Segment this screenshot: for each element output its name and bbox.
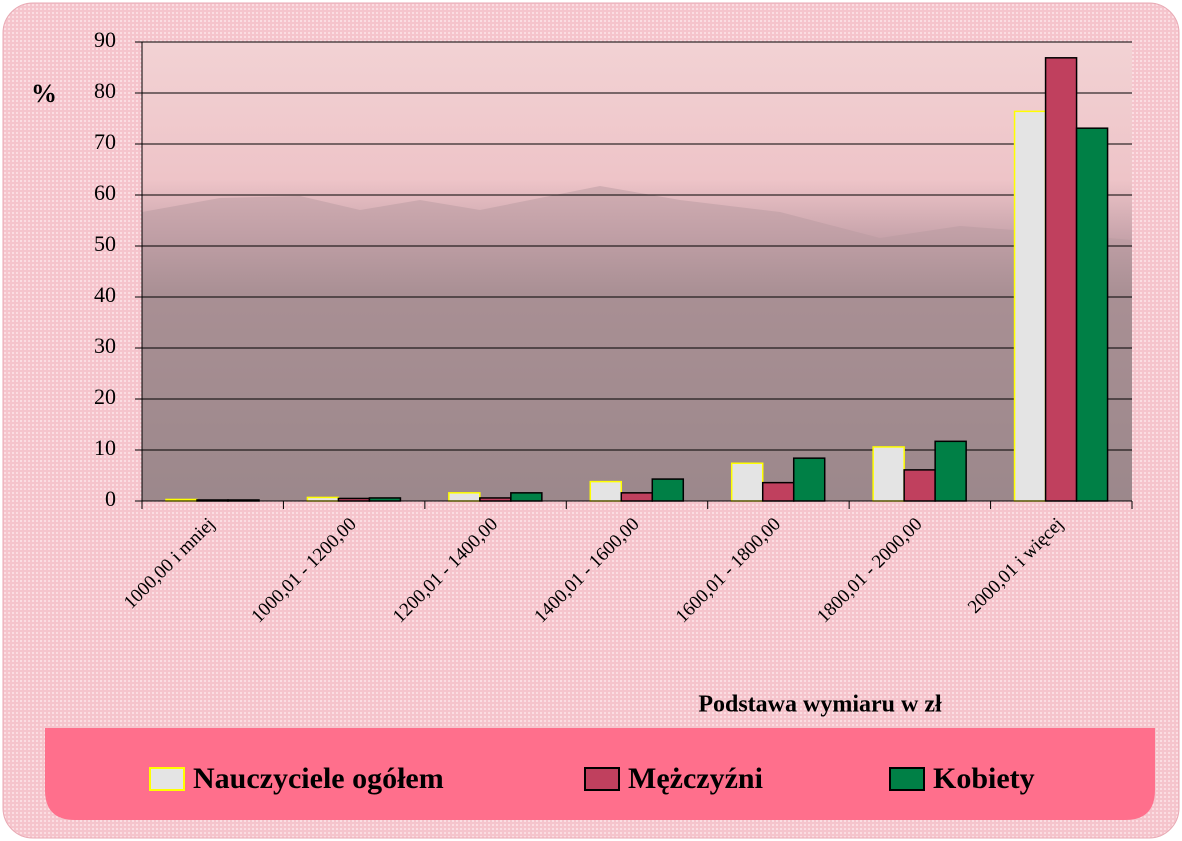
bar xyxy=(510,492,543,502)
legend-swatch xyxy=(889,767,925,791)
y-tick-label: 70 xyxy=(94,129,116,154)
bar xyxy=(1075,127,1109,502)
bar xyxy=(589,480,623,502)
legend-label: Nauczyciele ogółem xyxy=(193,762,444,795)
y-tick-label: 80 xyxy=(94,78,116,103)
y-axis-label: % xyxy=(31,79,57,108)
bar xyxy=(761,481,795,502)
bar xyxy=(620,492,654,502)
bar xyxy=(934,440,967,502)
legend-label: Kobiety xyxy=(933,762,1035,795)
bar xyxy=(903,469,936,502)
y-tick-label: 50 xyxy=(94,231,116,256)
bar xyxy=(651,478,685,502)
y-tick-label: 10 xyxy=(94,435,116,460)
bar xyxy=(730,462,764,502)
bar xyxy=(1013,110,1047,502)
y-tick-label: 20 xyxy=(94,384,116,409)
y-tick-label: 60 xyxy=(94,180,116,205)
bar xyxy=(1044,57,1078,502)
legend-swatch xyxy=(149,767,185,791)
bar xyxy=(792,457,826,502)
legend-swatch xyxy=(584,767,620,791)
bar xyxy=(872,446,905,502)
legend-label: Mężczyźni xyxy=(628,762,763,795)
y-tick-label: 90 xyxy=(94,27,116,52)
x-axis-label: Podstawa wymiaru w zł xyxy=(698,692,942,718)
bar xyxy=(306,496,340,502)
mountains xyxy=(142,186,1132,501)
y-tick-label: 30 xyxy=(94,333,116,358)
y-tick-label: 40 xyxy=(94,282,116,307)
bar xyxy=(448,492,481,502)
y-tick-label: 0 xyxy=(105,486,116,511)
